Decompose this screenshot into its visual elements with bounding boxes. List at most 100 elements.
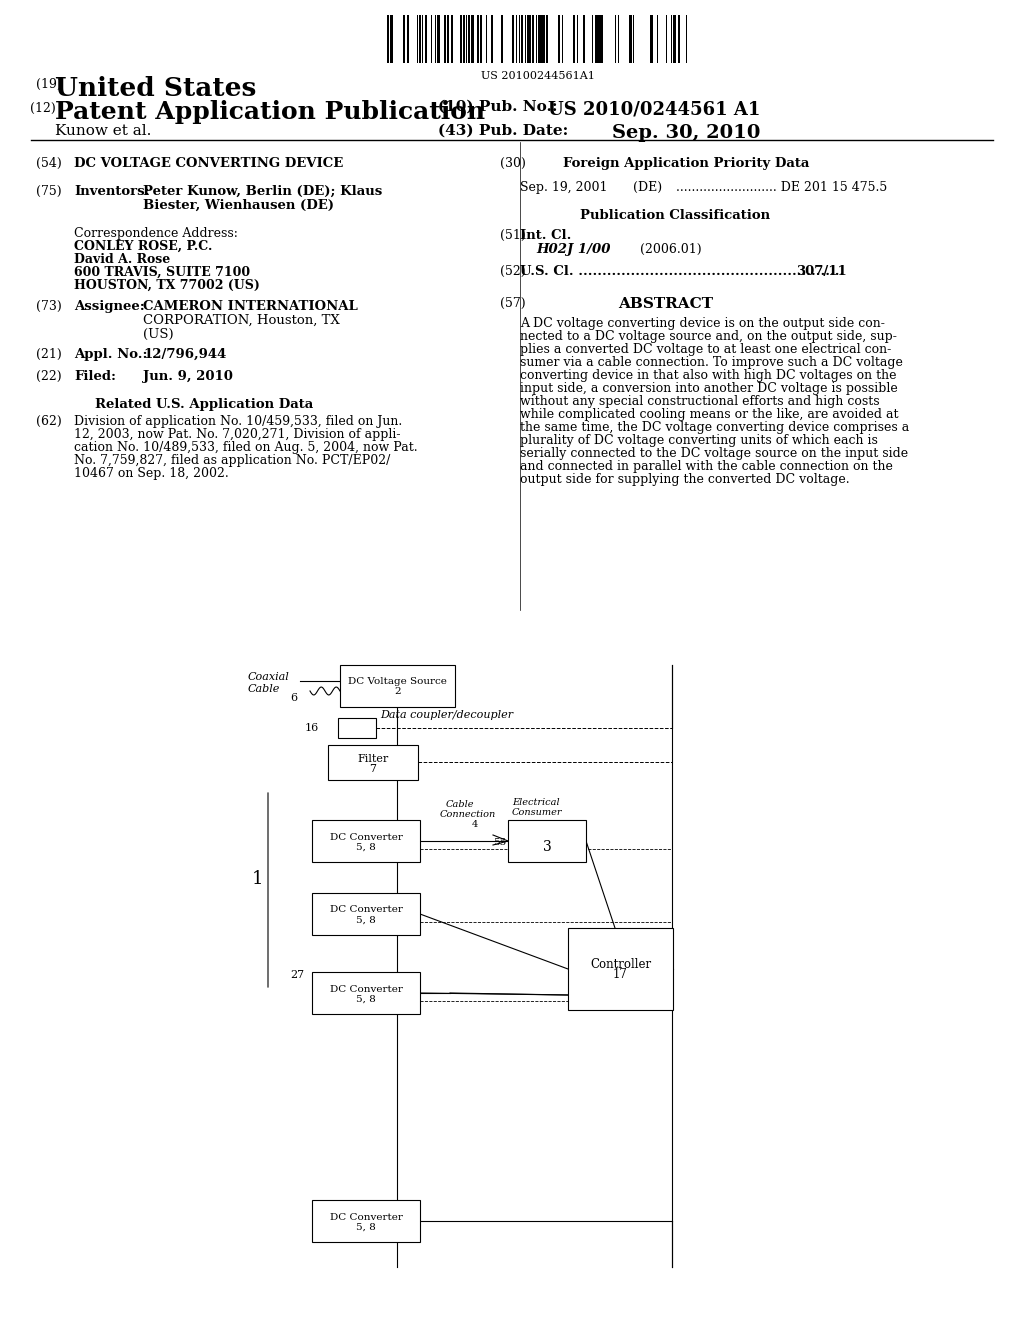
Bar (312, 1200, 420, 1242)
Text: output side for supplying the converted DC voltage.: output side for supplying the converted … (520, 473, 850, 486)
Text: CONLEY ROSE, P.C.: CONLEY ROSE, P.C. (74, 240, 212, 253)
Text: Connection: Connection (440, 810, 497, 818)
Bar (403, 15, 406, 63)
Text: the same time, the DC voltage converting device comprises a: the same time, the DC voltage converting… (520, 421, 909, 434)
Text: cation No. 10/489,533, filed on Aug. 5, 2004, now Pat.: cation No. 10/489,533, filed on Aug. 5, … (74, 441, 418, 454)
Text: Appl. No.:: Appl. No.: (74, 348, 147, 360)
Bar (434, 15, 436, 63)
Bar (532, 15, 534, 63)
Text: (DE): (DE) (633, 181, 663, 194)
Text: (19): (19) (36, 78, 61, 91)
Bar (584, 15, 585, 63)
Bar (614, 15, 616, 63)
Text: ABSTRACT: ABSTRACT (618, 297, 713, 312)
Text: HOUSTON, TX 77002 (US): HOUSTON, TX 77002 (US) (74, 279, 260, 292)
Bar (572, 15, 575, 63)
Text: Inventors:: Inventors: (74, 185, 150, 198)
Text: Biester, Wienhausen (DE): Biester, Wienhausen (DE) (143, 199, 334, 213)
Text: 5, 8: 5, 8 (356, 1222, 376, 1232)
Bar (431, 15, 432, 63)
Bar (463, 15, 465, 63)
Text: (52): (52) (500, 265, 525, 279)
Text: Coaxial: Coaxial (248, 672, 290, 682)
Bar (629, 15, 632, 63)
Text: (22): (22) (36, 370, 61, 383)
Bar (674, 15, 676, 63)
Text: A DC voltage converting device is on the output side con-: A DC voltage converting device is on the… (520, 317, 885, 330)
Bar (422, 15, 423, 63)
Text: while complicated cooling means or the like, are avoided at: while complicated cooling means or the l… (520, 408, 898, 421)
Bar (328, 744, 418, 780)
Text: (54): (54) (36, 157, 61, 170)
Text: nected to a DC voltage source and, on the output side, sup-: nected to a DC voltage source and, on th… (520, 330, 897, 343)
Text: Cable: Cable (446, 800, 474, 809)
Bar (598, 15, 601, 63)
Bar (312, 820, 420, 862)
Bar (519, 15, 520, 63)
Text: Assignee:: Assignee: (74, 300, 144, 313)
Text: DC VOLTAGE CONVERTING DEVICE: DC VOLTAGE CONVERTING DEVICE (74, 157, 343, 170)
Bar (529, 15, 530, 63)
Text: DC Converter: DC Converter (330, 833, 402, 842)
Text: US 2010/0244561 A1: US 2010/0244561 A1 (548, 100, 761, 117)
Text: Int. Cl.: Int. Cl. (520, 228, 571, 242)
Bar (678, 15, 681, 63)
Text: 17: 17 (613, 969, 628, 982)
Text: No. 7,759,827, filed as application No. PCT/EP02/: No. 7,759,827, filed as application No. … (74, 454, 390, 467)
Text: U.S. Cl. ........................................................: U.S. Cl. ...............................… (520, 265, 844, 279)
Text: (12): (12) (30, 102, 55, 115)
Text: 5, 8: 5, 8 (356, 842, 376, 851)
Text: 55: 55 (493, 838, 506, 847)
Text: 16: 16 (305, 723, 319, 733)
Text: 5, 8: 5, 8 (356, 994, 376, 1003)
Bar (390, 15, 393, 63)
Bar (312, 894, 420, 935)
Bar (490, 15, 493, 63)
Text: Jun. 9, 2010: Jun. 9, 2010 (143, 370, 232, 383)
Text: Data coupler/decoupler: Data coupler/decoupler (380, 710, 513, 719)
Text: United States: United States (55, 77, 256, 102)
Bar (666, 15, 667, 63)
Text: .......................... DE 201 15 475.5: .......................... DE 201 15 475… (676, 181, 887, 194)
Text: 307/11: 307/11 (796, 265, 847, 279)
Bar (468, 15, 470, 63)
Text: Controller: Controller (590, 958, 651, 972)
Bar (543, 15, 545, 63)
Bar (451, 15, 453, 63)
Bar (485, 15, 487, 63)
Text: Publication Classification: Publication Classification (580, 209, 770, 222)
Text: plies a converted DC voltage to at least one electrical con-: plies a converted DC voltage to at least… (520, 343, 891, 356)
Text: David A. Rose: David A. Rose (74, 253, 170, 267)
Text: 4: 4 (472, 820, 478, 829)
Text: without any special constructional efforts and high costs: without any special constructional effor… (520, 395, 880, 408)
Bar (558, 15, 560, 63)
Bar (425, 15, 427, 63)
Text: DC Converter: DC Converter (330, 906, 402, 915)
Bar (539, 15, 540, 63)
Text: (62): (62) (36, 414, 61, 428)
Bar (546, 15, 548, 63)
Text: 2: 2 (394, 688, 400, 697)
Text: Filter: Filter (357, 754, 389, 763)
Bar (521, 15, 523, 63)
Bar (650, 15, 653, 63)
Bar (512, 15, 514, 63)
Text: Cable: Cable (248, 684, 281, 694)
Bar (527, 15, 528, 63)
Bar (461, 15, 463, 63)
Text: Consumer: Consumer (512, 808, 562, 817)
Bar (387, 15, 389, 63)
Text: DC Voltage Source: DC Voltage Source (348, 677, 446, 686)
Text: converting device in that also with high DC voltages on the: converting device in that also with high… (520, 370, 896, 381)
Text: 3: 3 (543, 840, 551, 854)
Text: US 20100244561A1: US 20100244561A1 (480, 71, 595, 81)
Text: (2006.01): (2006.01) (640, 243, 701, 256)
Text: 7: 7 (370, 763, 377, 774)
Text: 10467 on Sep. 18, 2002.: 10467 on Sep. 18, 2002. (74, 467, 228, 480)
Text: plurality of DC voltage converting units of which each is: plurality of DC voltage converting units… (520, 434, 878, 447)
Text: 12/796,944: 12/796,944 (143, 348, 226, 360)
Text: (51): (51) (500, 228, 525, 242)
Text: (21): (21) (36, 348, 61, 360)
Bar (447, 15, 450, 63)
Text: (US): (US) (143, 327, 174, 341)
